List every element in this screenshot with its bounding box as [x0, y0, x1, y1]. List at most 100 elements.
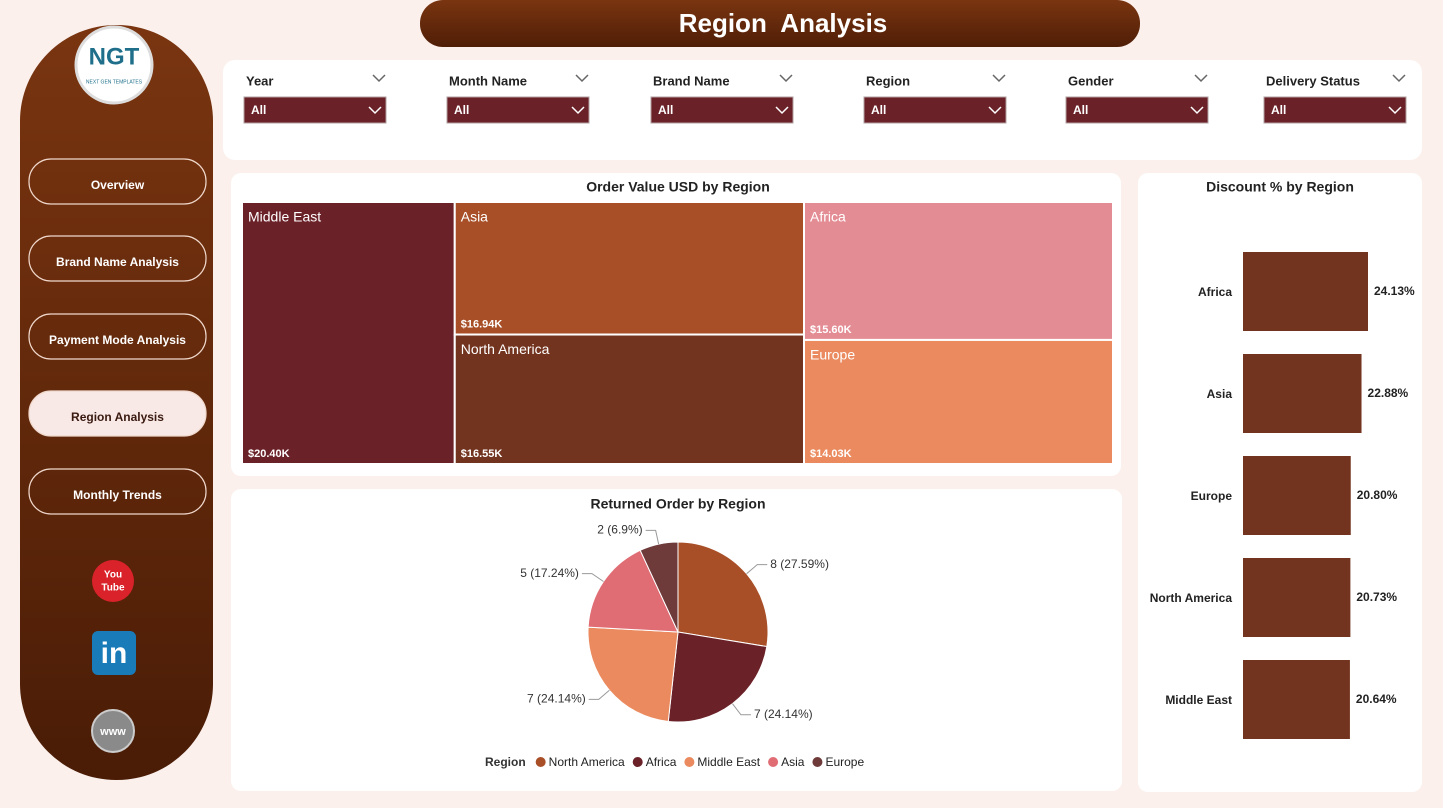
data-label: 7 (24.14%) — [527, 692, 586, 706]
legend-label: Africa — [646, 755, 677, 769]
tile-label: Middle East — [248, 209, 321, 225]
filter-panel — [223, 60, 1422, 160]
logo-text: NGT — [89, 43, 140, 70]
y-tick-label: Africa — [1198, 285, 1232, 299]
filter-dropdown[interactable] — [243, 96, 387, 124]
tile-label: Europe — [810, 347, 855, 363]
nav-label: Overview — [91, 178, 145, 192]
web-icon[interactable] — [91, 709, 135, 753]
pie-slice — [587, 549, 679, 633]
icon-text: You — [104, 570, 122, 581]
nav-button[interactable] — [28, 390, 207, 437]
chevron — [992, 74, 1006, 83]
legend-swatch — [812, 757, 823, 767]
chevron — [988, 106, 1002, 115]
pie-slice — [639, 541, 679, 633]
data-label: 7 (24.14%) — [754, 707, 813, 721]
tile-label: Asia — [461, 209, 488, 225]
icon-text: in — [101, 637, 128, 670]
nav-button[interactable] — [28, 235, 207, 282]
bar — [1243, 456, 1351, 535]
treemap-tile — [802, 338, 1114, 466]
nav-label: Monthly Trends — [73, 488, 162, 502]
tile-label: North America — [461, 341, 550, 357]
legend-swatch — [535, 757, 546, 767]
treemap-tile — [453, 201, 805, 336]
chevron — [1190, 106, 1204, 115]
leader-line — [645, 529, 660, 545]
filter-value: All — [454, 103, 469, 117]
filter-dropdown[interactable] — [650, 96, 794, 124]
logo-subtext: NEXT GEN TEMPLATES — [86, 79, 143, 85]
logo — [74, 25, 154, 105]
treemap-tile — [453, 333, 805, 466]
nav-label: Brand Name Analysis — [56, 255, 179, 269]
leader-line — [746, 564, 768, 575]
chevron — [575, 74, 589, 83]
bar — [1243, 354, 1362, 433]
legend-label: North America — [549, 755, 625, 769]
filter-dropdown[interactable] — [446, 96, 590, 124]
data-label: 20.80% — [1357, 488, 1398, 502]
chart-title: Returned Order by Region — [590, 496, 765, 512]
data-label: $16.55K — [461, 448, 503, 460]
filter-value: All — [658, 103, 673, 117]
pie-slice — [587, 626, 679, 723]
chevron — [1392, 74, 1406, 83]
chevron — [775, 106, 789, 115]
y-tick-label: Asia — [1207, 387, 1233, 401]
tile-label: Africa — [810, 209, 846, 225]
data-label: 22.88% — [1368, 386, 1409, 400]
nav-label: Payment Mode Analysis — [49, 333, 186, 347]
filter-label: Month Name — [449, 73, 527, 88]
filter-dropdown[interactable] — [1263, 96, 1407, 124]
leader-line — [581, 573, 604, 582]
treemap-tile — [241, 201, 456, 465]
filter-dropdown[interactable] — [1065, 96, 1209, 124]
nav-button[interactable] — [28, 158, 207, 205]
bar — [1243, 660, 1350, 739]
nav-button[interactable] — [28, 468, 207, 515]
filter-label: Gender — [1068, 73, 1114, 88]
pie-slice — [677, 541, 769, 648]
bar — [1243, 252, 1368, 331]
filter-label: Region — [866, 73, 910, 88]
page-title: Region Analysis — [679, 8, 888, 38]
filter-value: All — [251, 103, 266, 117]
chevron — [1388, 106, 1402, 115]
filter-dropdown[interactable] — [863, 96, 1007, 124]
y-tick-label: Middle East — [1165, 693, 1232, 707]
legend-label: Asia — [781, 755, 805, 769]
data-label: 8 (27.59%) — [770, 557, 829, 571]
bar — [1243, 558, 1351, 637]
nav-label: Region Analysis — [71, 410, 164, 424]
data-label: $20.40K — [248, 448, 290, 460]
chevron — [368, 106, 382, 115]
data-label: 20.64% — [1356, 692, 1397, 706]
chevron — [779, 74, 793, 83]
filter-label: Year — [246, 73, 273, 88]
icon-text: www — [99, 726, 126, 738]
data-label: 24.13% — [1374, 284, 1415, 298]
linkedin-icon[interactable] — [92, 631, 136, 675]
legend-swatch — [632, 757, 643, 767]
legend-swatch — [684, 757, 695, 767]
chart-title: Discount % by Region — [1206, 179, 1354, 195]
legend-title: Region — [485, 755, 526, 769]
data-label: 2 (6.9%) — [597, 523, 642, 537]
leader-line — [588, 689, 610, 700]
chart-title: Order Value USD by Region — [586, 179, 770, 195]
y-tick-label: North America — [1150, 591, 1233, 605]
data-label: $14.03K — [810, 448, 852, 460]
filter-value: All — [871, 103, 886, 117]
filter-label: Brand Name — [653, 73, 730, 88]
youtube-icon[interactable] — [92, 560, 134, 602]
data-label: $16.94K — [461, 318, 503, 330]
nav-button[interactable] — [28, 313, 207, 360]
data-label: 5 (17.24%) — [520, 566, 579, 580]
filter-label: Delivery Status — [1266, 73, 1360, 88]
y-tick-label: Europe — [1191, 489, 1233, 503]
leader-line — [732, 703, 751, 716]
